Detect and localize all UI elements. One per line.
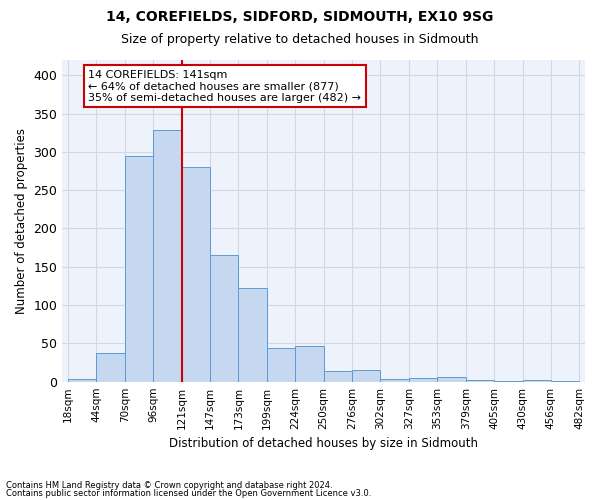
- Bar: [551, 381, 580, 382]
- Text: Contains HM Land Registry data © Crown copyright and database right 2024.: Contains HM Land Registry data © Crown c…: [6, 481, 332, 490]
- Bar: [523, 380, 551, 382]
- Bar: [494, 381, 523, 382]
- Bar: [210, 256, 238, 382]
- Bar: [153, 130, 182, 382]
- Bar: [68, 380, 97, 382]
- Bar: [295, 346, 323, 382]
- Bar: [125, 156, 153, 382]
- Bar: [352, 370, 380, 382]
- Bar: [267, 348, 295, 382]
- Bar: [97, 352, 125, 382]
- Bar: [466, 380, 494, 382]
- Text: 14, COREFIELDS, SIDFORD, SIDMOUTH, EX10 9SG: 14, COREFIELDS, SIDFORD, SIDMOUTH, EX10 …: [106, 10, 494, 24]
- Bar: [380, 378, 409, 382]
- Bar: [409, 378, 437, 382]
- Bar: [182, 167, 210, 382]
- Text: Size of property relative to detached houses in Sidmouth: Size of property relative to detached ho…: [121, 32, 479, 46]
- Bar: [437, 377, 466, 382]
- Text: Contains public sector information licensed under the Open Government Licence v3: Contains public sector information licen…: [6, 488, 371, 498]
- Text: 14 COREFIELDS: 141sqm
← 64% of detached houses are smaller (877)
35% of semi-det: 14 COREFIELDS: 141sqm ← 64% of detached …: [88, 70, 361, 103]
- Bar: [238, 288, 267, 382]
- Bar: [323, 371, 352, 382]
- X-axis label: Distribution of detached houses by size in Sidmouth: Distribution of detached houses by size …: [169, 437, 478, 450]
- Y-axis label: Number of detached properties: Number of detached properties: [15, 128, 28, 314]
